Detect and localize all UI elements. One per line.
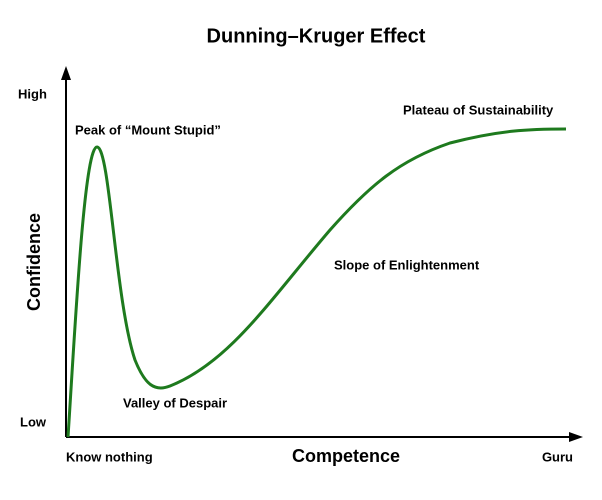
curve	[66, 127, 567, 438]
y-arrow	[61, 66, 71, 80]
x-axis-label: Competence	[292, 446, 400, 466]
x-right-label: Guru	[542, 449, 573, 464]
y-bottom-label: Low	[20, 414, 47, 429]
x-left-label: Know nothing	[66, 449, 153, 464]
y-axis-label: Confidence	[24, 213, 44, 311]
annotation: Peak of “Mount Stupid”	[75, 122, 221, 137]
annotation: Valley of Despair	[123, 395, 227, 410]
x-arrow	[569, 432, 583, 442]
title: Dunning–Kruger Effect	[207, 25, 426, 47]
y-top-label: High	[18, 86, 47, 101]
annotation: Plateau of Sustainability	[403, 102, 554, 117]
annotation: Slope of Enlightenment	[334, 257, 480, 272]
